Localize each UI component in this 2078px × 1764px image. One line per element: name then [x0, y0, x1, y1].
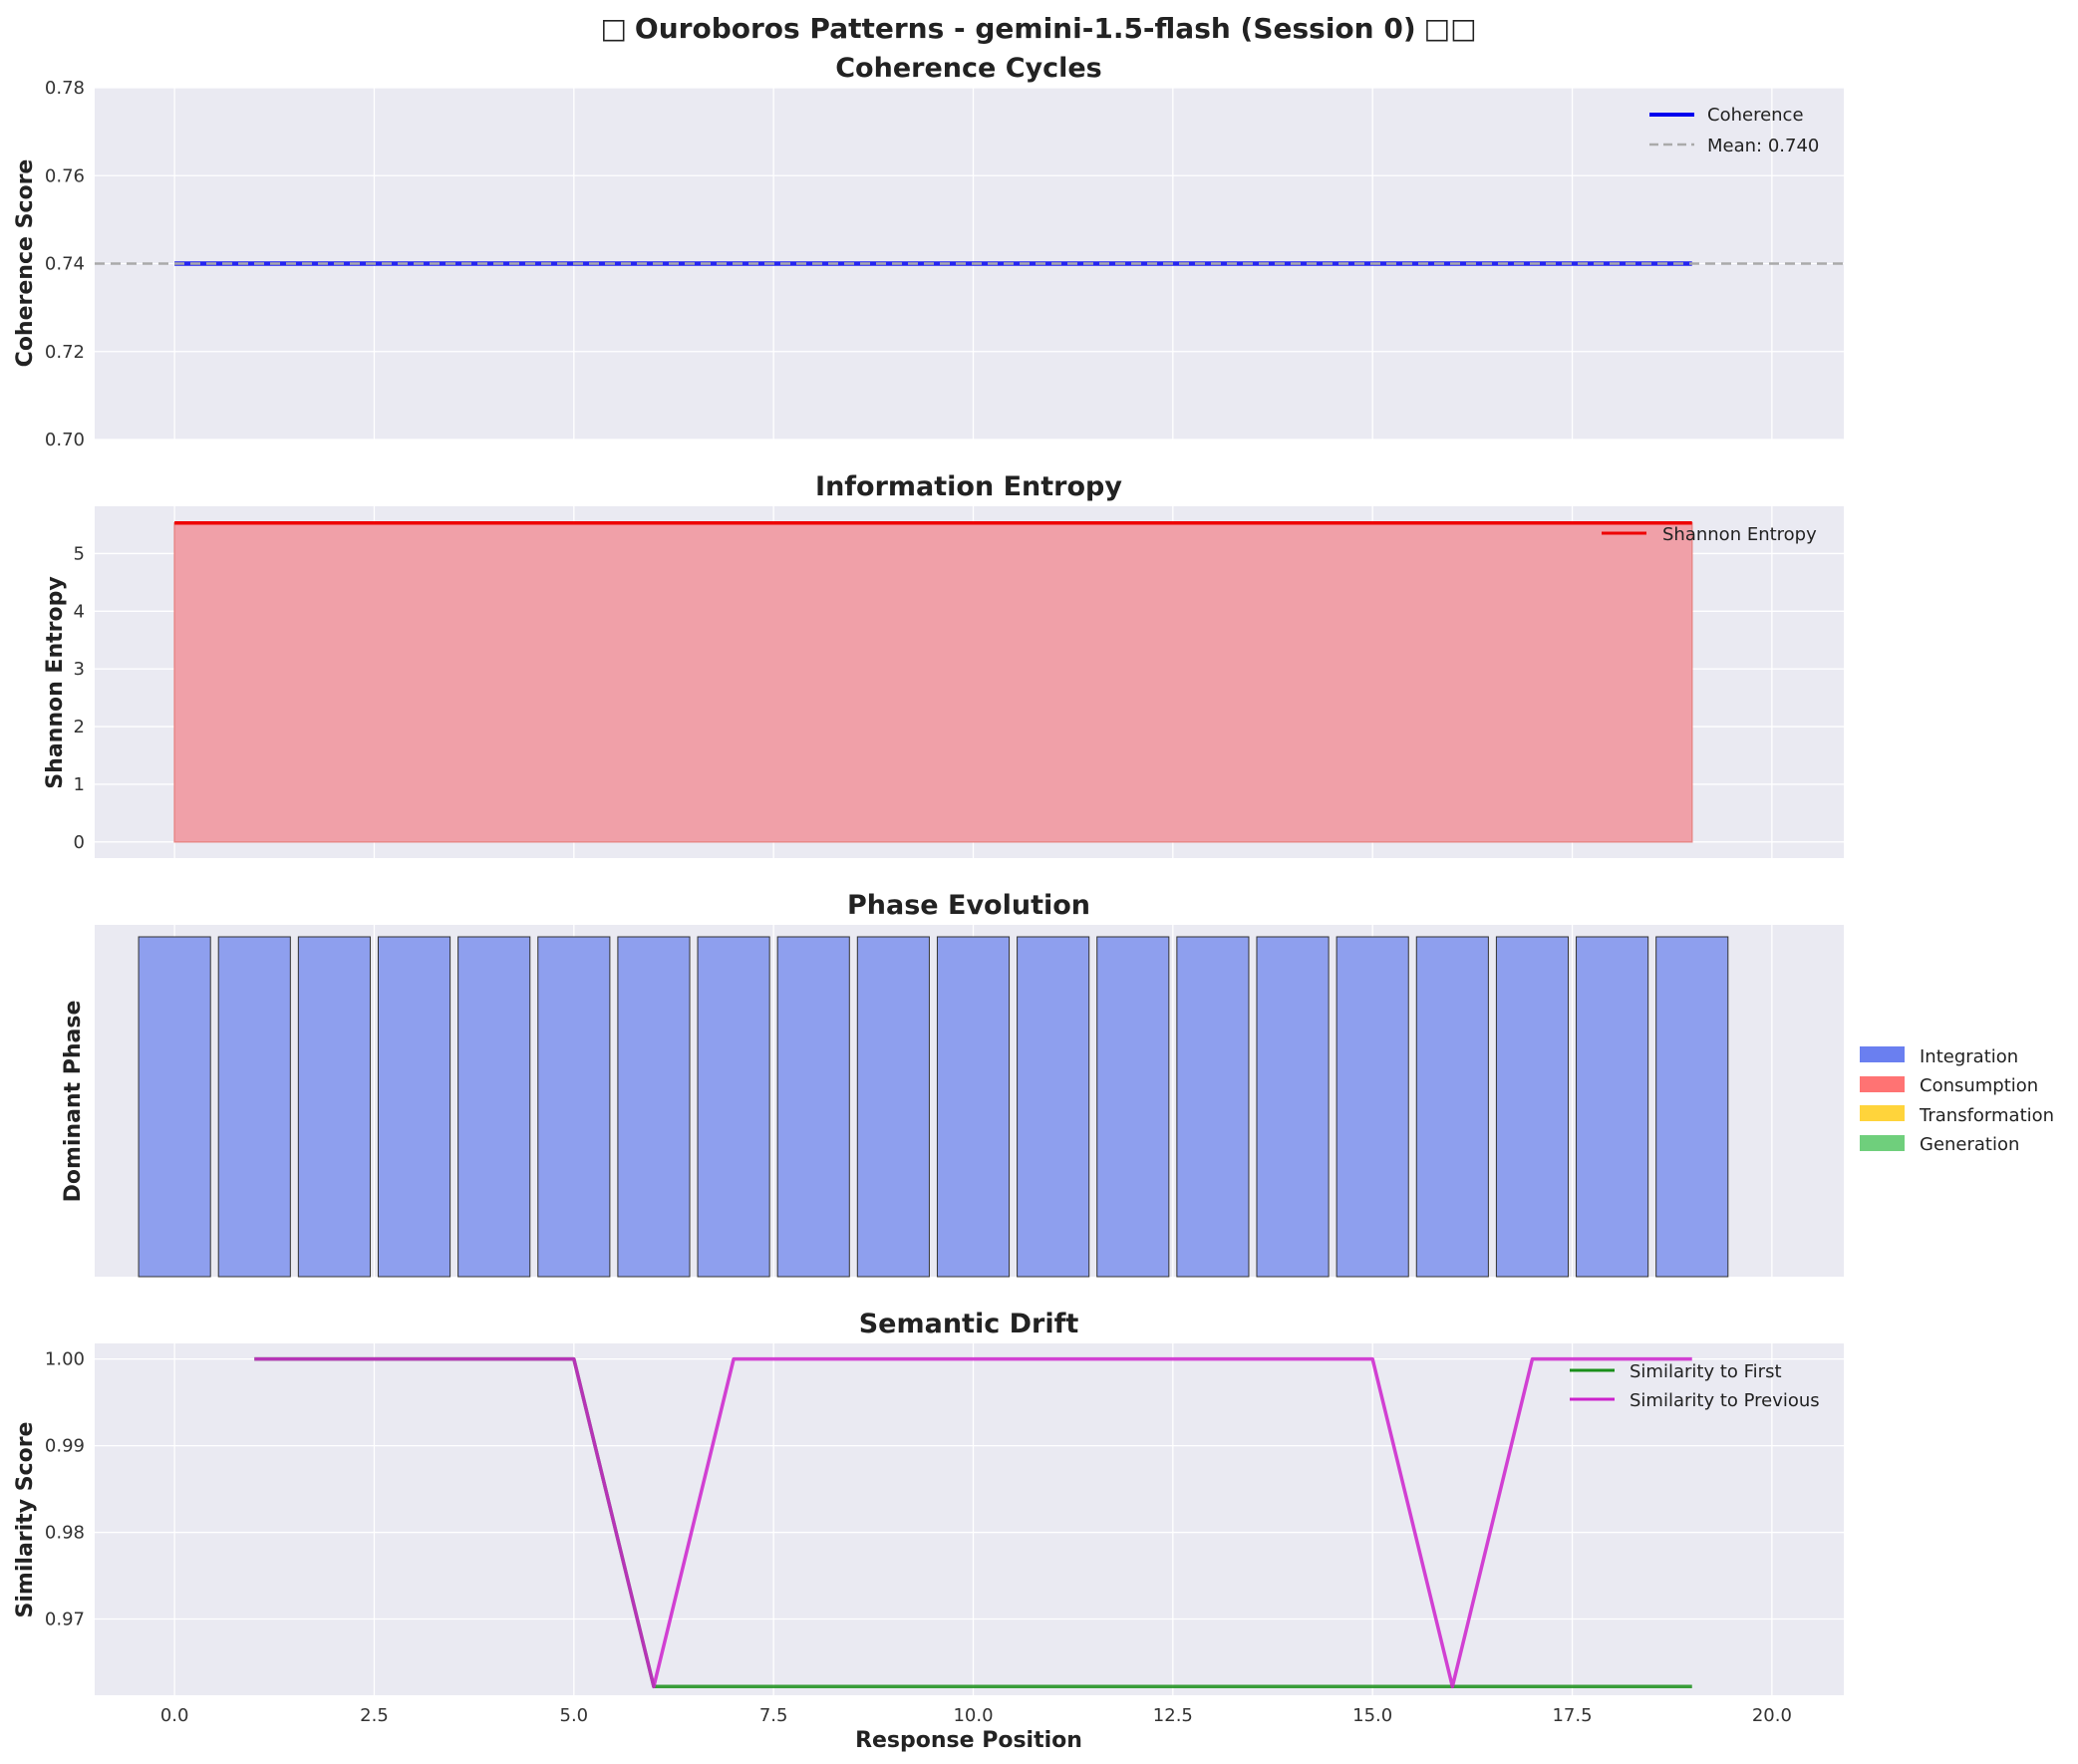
- y-tick-label: 0.76: [45, 165, 85, 186]
- title-prefix-glyph: □: [600, 12, 626, 45]
- phase-bar: [1096, 936, 1170, 1278]
- phase-bar: [1256, 936, 1330, 1278]
- x-tick-label: 20.0: [1752, 1705, 1792, 1726]
- y-tick-label: 0: [74, 832, 85, 853]
- x-tick-label: 7.5: [759, 1705, 788, 1726]
- phase-bar: [1336, 936, 1409, 1278]
- y-tick-label: 0.70: [45, 430, 85, 450]
- title-suffix-glyph: □□: [1424, 12, 1477, 45]
- panel-title: Semantic Drift: [859, 1309, 1079, 1339]
- panel-title: Coherence Cycles: [835, 53, 1102, 84]
- x-tick-label: 10.0: [953, 1705, 993, 1726]
- phase-bar: [1576, 936, 1649, 1278]
- phase-evolution-panel: Phase Evolution Dominant Phase Integrati…: [61, 890, 2054, 1278]
- y-tick-label: 0.97: [45, 1609, 85, 1629]
- phase-bar: [1415, 936, 1489, 1278]
- phase-bar: [537, 936, 611, 1278]
- y-tick-label: 0.98: [45, 1523, 85, 1544]
- phase-bar: [1017, 936, 1090, 1278]
- y-axis-label: Similarity Score: [13, 1422, 38, 1618]
- panel-title: Phase Evolution: [847, 890, 1090, 921]
- phase-bar: [1176, 936, 1250, 1278]
- panel-title: Information Entropy: [815, 471, 1122, 502]
- y-tick-label: 5: [74, 543, 85, 564]
- phase-bar: [138, 936, 211, 1278]
- legend-label: Transformation: [1919, 1105, 2054, 1126]
- y-tick-label: 0.74: [45, 254, 85, 275]
- legend-label: Similarity to Previous: [1630, 1390, 1820, 1411]
- legend-label: Shannon Entropy: [1662, 524, 1817, 545]
- legend: Shannon Entropy: [1602, 524, 1817, 545]
- semantic-drift-panel: 0.97 0.98 0.99 1.00 0.0 2.5 5.0 7.5 10.0 12.5 15.…: [13, 1309, 1844, 1753]
- x-tick-label: 17.5: [1552, 1705, 1592, 1726]
- phase-bar: [697, 936, 770, 1278]
- y-tick-label: 4: [74, 601, 85, 622]
- x-tick-label: 12.5: [1153, 1705, 1193, 1726]
- legend-label: Coherence: [1707, 105, 1804, 126]
- phase-bar: [1495, 936, 1570, 1278]
- phase-bar: [297, 936, 371, 1278]
- legend-swatch-integration: [1860, 1046, 1905, 1062]
- legend: Similarity to First Similarity to Previo…: [1570, 1361, 1820, 1411]
- phase-bar: [1655, 936, 1729, 1278]
- coherence-cycles-panel: 0.70 0.72 0.74 0.76 0.78 Coherence Cycles Co…: [13, 53, 1844, 450]
- legend: Integration Consumption Transformation G…: [1860, 1046, 2054, 1155]
- x-tick-label: 2.5: [360, 1705, 389, 1726]
- y-tick-label: 2: [74, 717, 85, 737]
- phase-bar: [457, 936, 531, 1278]
- phase-bar: [936, 936, 1011, 1278]
- phase-bar: [776, 936, 850, 1278]
- y-tick-label: 0.99: [45, 1436, 85, 1457]
- x-tick-label: 0.0: [160, 1705, 189, 1726]
- plot-area: [95, 1343, 1844, 1695]
- y-axis-label: Shannon Entropy: [43, 576, 68, 788]
- phase-bar: [377, 936, 451, 1278]
- figure-title: □ Ouroboros Patterns - gemini-1.5-flash (…: [600, 12, 1476, 45]
- legend-label: Generation: [1920, 1134, 2019, 1155]
- legend-swatch-generation: [1860, 1135, 1905, 1151]
- legend-label: Similarity to First: [1630, 1361, 1782, 1382]
- phase-bar: [217, 936, 291, 1278]
- information-entropy-panel: 0 1 2 3 4 5 Information Entropy Shannon Entro…: [43, 471, 1844, 858]
- x-tick-label: 5.0: [560, 1705, 589, 1726]
- y-tick-label: 1: [74, 774, 85, 795]
- legend-label: Mean: 0.740: [1707, 136, 1819, 156]
- legend-swatch-consumption: [1860, 1076, 1905, 1092]
- entropy-area: [173, 522, 1693, 843]
- phase-bar: [856, 936, 930, 1278]
- y-tick-label: 3: [74, 659, 85, 680]
- y-axis-label: Dominant Phase: [61, 1001, 86, 1203]
- y-tick-label: 0.72: [45, 342, 85, 363]
- legend: Coherence Mean: 0.740: [1649, 105, 1819, 156]
- legend-label: Integration: [1920, 1046, 2018, 1067]
- legend-swatch-transformation: [1860, 1105, 1905, 1121]
- y-tick-label: 1.00: [45, 1349, 85, 1370]
- similarity-to-previous-line: [254, 1356, 1692, 1689]
- legend-label: Consumption: [1920, 1075, 2038, 1096]
- y-tick-label: 0.78: [45, 78, 85, 99]
- y-axis-label: Coherence Score: [13, 159, 38, 368]
- phase-bar: [617, 936, 691, 1278]
- x-tick-label: 15.0: [1352, 1705, 1392, 1726]
- x-axis-label: Response Position: [855, 1728, 1082, 1753]
